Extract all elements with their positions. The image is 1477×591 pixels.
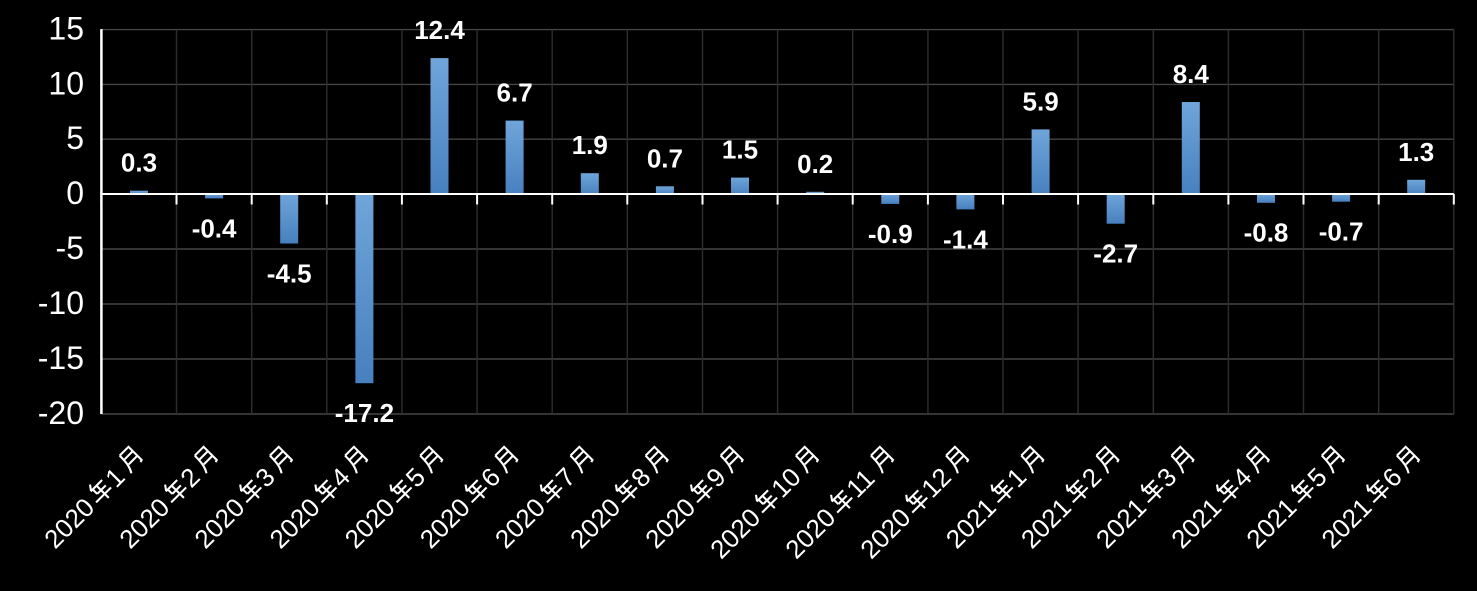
svg-text:-1.4: -1.4 <box>943 224 988 254</box>
svg-text:-10: -10 <box>38 285 84 321</box>
svg-text:-0.4: -0.4 <box>192 213 237 243</box>
svg-text:5.9: 5.9 <box>1023 86 1059 116</box>
svg-text:-2.7: -2.7 <box>1093 239 1138 269</box>
svg-text:-5: -5 <box>56 230 84 266</box>
svg-text:1.9: 1.9 <box>572 130 608 160</box>
svg-text:0: 0 <box>66 175 84 211</box>
svg-text:0.2: 0.2 <box>797 149 833 179</box>
svg-text:-4.5: -4.5 <box>267 258 312 288</box>
svg-text:1.5: 1.5 <box>722 135 758 165</box>
svg-text:-20: -20 <box>38 395 84 431</box>
svg-text:-17.2: -17.2 <box>335 398 394 428</box>
svg-text:12.4: 12.4 <box>414 15 465 45</box>
svg-text:-0.7: -0.7 <box>1319 217 1364 247</box>
svg-text:10: 10 <box>48 65 84 101</box>
svg-text:-0.8: -0.8 <box>1244 218 1289 248</box>
svg-text:0.7: 0.7 <box>647 143 683 173</box>
svg-text:6.7: 6.7 <box>497 78 533 108</box>
svg-text:1.3: 1.3 <box>1398 137 1434 167</box>
svg-text:5: 5 <box>66 120 84 156</box>
svg-text:-0.9: -0.9 <box>868 219 913 249</box>
svg-text:-15: -15 <box>38 340 84 376</box>
svg-text:15: 15 <box>48 11 84 47</box>
svg-text:8.4: 8.4 <box>1173 59 1210 89</box>
svg-text:0.3: 0.3 <box>121 148 157 178</box>
